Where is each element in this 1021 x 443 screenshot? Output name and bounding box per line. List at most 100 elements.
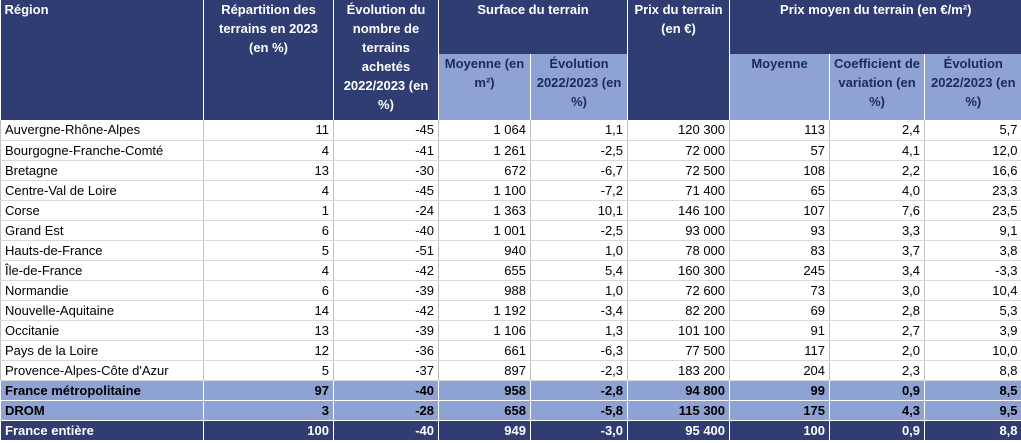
- header-surface-evolution: Évolution 2022/2023 (en %): [529, 54, 628, 120]
- table-cell: 2,7: [829, 320, 925, 341]
- table-cell: 672: [438, 160, 531, 181]
- table-cell: 69: [729, 300, 830, 321]
- table-cell: 7,6: [829, 200, 925, 221]
- table-cell: 245: [729, 260, 830, 281]
- table-cell: 4,1: [829, 140, 925, 161]
- header-prix-m2-moyenne: Moyenne: [729, 54, 830, 120]
- table-cell: -30: [333, 160, 439, 181]
- table-cell: 4: [203, 260, 334, 281]
- table-cell: 99: [729, 380, 830, 401]
- table-cell: 82 200: [627, 300, 730, 321]
- table-cell: 3,0: [829, 280, 925, 301]
- row-label: Pays de la Loire: [0, 340, 204, 361]
- row-label: Occitanie: [0, 320, 204, 341]
- table-cell: 1,3: [529, 320, 628, 341]
- header-prix-m2-evolution: Évolution 2022/2023 (en %): [924, 54, 1021, 120]
- table-cell: 12,0: [924, 140, 1021, 161]
- table-row: Corse 1 -24 1 363 10,1 146 100 107 7,6 23,5: [0, 200, 1021, 221]
- row-label: Hauts-de-France: [0, 240, 204, 261]
- table-cell: 12: [203, 340, 334, 361]
- table-row: Occitanie 13 -39 1 106 1,3 101 100 91 2,7 3,9: [0, 320, 1021, 341]
- table-cell: 4: [203, 180, 334, 201]
- table-row: Grand Est 6 -40 1 001 -2,5 93 000 93 3,3 9,1: [0, 220, 1021, 241]
- table-row: Normandie 6 -39 988 1,0 72 600 73 3,0 10,4: [0, 280, 1021, 301]
- table-cell: 120 300: [627, 120, 730, 141]
- table-cell: 949: [438, 420, 531, 440]
- table-cell: 3,7: [829, 240, 925, 261]
- table-cell: 3,3: [829, 220, 925, 241]
- table-cell: 10,0: [924, 340, 1021, 361]
- table-cell: -40: [333, 380, 439, 401]
- table-cell: 5,3: [924, 300, 1021, 321]
- table-cell: 1 100: [438, 180, 531, 201]
- table-cell: 1 064: [438, 120, 531, 141]
- table-cell: 1,1: [529, 120, 628, 141]
- table-cell: -3,0: [529, 420, 628, 440]
- table-cell: -40: [333, 220, 439, 241]
- table-cell: 101 100: [627, 320, 730, 341]
- table-cell: 16,6: [924, 160, 1021, 181]
- row-label: Provence-Alpes-Côte d'Azur: [0, 360, 204, 381]
- table-cell: 11: [203, 120, 334, 141]
- header-surface-moyenne: Moyenne (en m²): [438, 54, 531, 120]
- table-cell: 72 000: [627, 140, 730, 161]
- table-cell: 3: [203, 400, 334, 421]
- table-cell: 1 106: [438, 320, 531, 341]
- total-row-france-metropolitaine: France métropolitaine 97 -40 958 -2,8 94 800 9…: [0, 380, 1021, 401]
- table-cell: 1,0: [529, 240, 628, 261]
- table-cell: 97: [203, 380, 334, 401]
- table-cell: 23,5: [924, 200, 1021, 221]
- table-cell: -45: [333, 180, 439, 201]
- table-cell: 655: [438, 260, 531, 281]
- table-cell: 183 200: [627, 360, 730, 381]
- table-cell: 160 300: [627, 260, 730, 281]
- table-cell: 5: [203, 360, 334, 381]
- table-cell: 13: [203, 320, 334, 341]
- table-cell: 100: [729, 420, 830, 440]
- table-cell: 1,0: [529, 280, 628, 301]
- table-cell: 2,2: [829, 160, 925, 181]
- table-cell: 2,4: [829, 120, 925, 141]
- table-cell: -2,5: [529, 220, 628, 241]
- table-cell: 95 400: [627, 420, 730, 440]
- table-cell: 3,4: [829, 260, 925, 281]
- table-cell: 57: [729, 140, 830, 161]
- table-cell: 658: [438, 400, 531, 421]
- header-prix-m2: Prix moyen du terrain (en €/m²): [729, 0, 1021, 54]
- table-cell: 94 800: [627, 380, 730, 401]
- table-cell: 3,9: [924, 320, 1021, 341]
- row-label: France entière: [0, 420, 204, 440]
- table-cell: 4,0: [829, 180, 925, 201]
- table-cell: 9,5: [924, 400, 1021, 421]
- table-cell: 1 192: [438, 300, 531, 321]
- table-row: Bretagne 13 -30 672 -6,7 72 500 108 2,2 16,6: [0, 160, 1021, 181]
- table-cell: 108: [729, 160, 830, 181]
- table-cell: -42: [333, 300, 439, 321]
- row-label: Bourgogne-Franche-Comté: [0, 140, 204, 161]
- table-cell: -2,5: [529, 140, 628, 161]
- table-cell: -37: [333, 360, 439, 381]
- table-cell: 78 000: [627, 240, 730, 261]
- table-cell: 204: [729, 360, 830, 381]
- table-cell: 1 261: [438, 140, 531, 161]
- table-cell: 3,8: [924, 240, 1021, 261]
- row-label: Auvergne-Rhône-Alpes: [0, 120, 204, 141]
- table-cell: 1 001: [438, 220, 531, 241]
- table-row: Bourgogne-Franche-Comté 4 -41 1 261 -2,5 72 0…: [0, 140, 1021, 161]
- table-row: Centre-Val de Loire 4 -45 1 100 -7,2 71 400 65…: [0, 180, 1021, 201]
- table-cell: -24: [333, 200, 439, 221]
- table-cell: 115 300: [627, 400, 730, 421]
- table-cell: -51: [333, 240, 439, 261]
- row-label: Bretagne: [0, 160, 204, 181]
- table-cell: 0,9: [829, 420, 925, 440]
- table-cell: 146 100: [627, 200, 730, 221]
- table-cell: -3,3: [924, 260, 1021, 281]
- table-cell: 8,5: [924, 380, 1021, 401]
- table-cell: 958: [438, 380, 531, 401]
- table-cell: 113: [729, 120, 830, 141]
- table-cell: 4: [203, 140, 334, 161]
- table-cell: 107: [729, 200, 830, 221]
- table-cell: 65: [729, 180, 830, 201]
- table-cell: 4,3: [829, 400, 925, 421]
- table-cell: -45: [333, 120, 439, 141]
